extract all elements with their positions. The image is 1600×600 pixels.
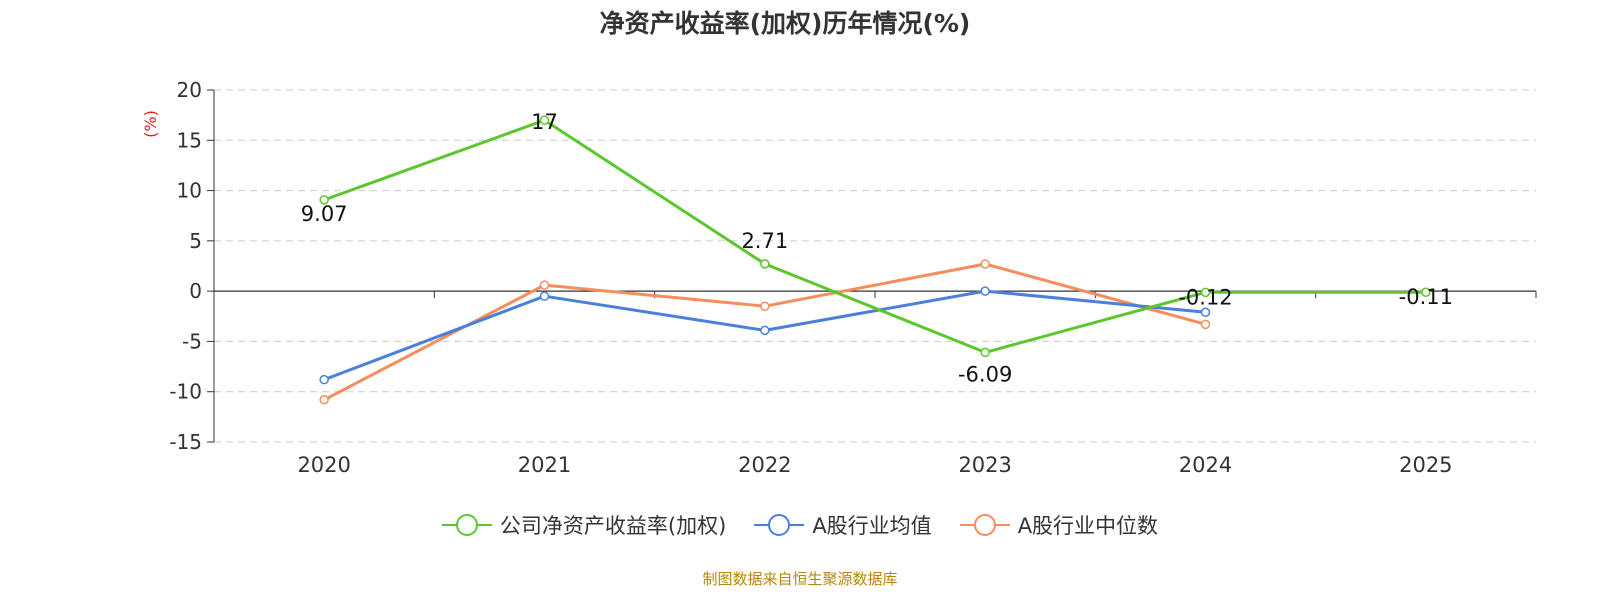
- data-point: [539, 280, 550, 290]
- x-tick-label: 2022: [738, 453, 791, 477]
- series-line: [323, 118, 1426, 354]
- data-point: [539, 115, 550, 125]
- data-point: [980, 286, 990, 296]
- axes: 20 15 10 5 0 -5 -10 -15 2020 2021 2022 2023 2024 2025: [169, 78, 1537, 477]
- legend-item[interactable]: A股行业均值: [754, 510, 932, 540]
- y-tick-label: 15: [177, 128, 202, 152]
- legend-label: A股行业均值: [812, 514, 932, 538]
- data-label: 2.71: [741, 229, 788, 253]
- legend-marker: [754, 514, 805, 536]
- data-point: [760, 325, 770, 336]
- y-axis-label: (%): [141, 110, 160, 138]
- grid-lines: [214, 89, 1536, 443]
- x-tick-label: 2023: [958, 453, 1011, 477]
- legend-marker: [441, 514, 492, 536]
- y-tick-label: 20: [177, 78, 202, 102]
- data-point: [760, 259, 770, 269]
- series: [319, 115, 1431, 405]
- x-tick-label: 2024: [1179, 453, 1232, 477]
- data-point: [980, 347, 990, 358]
- y-tick-label: -5: [182, 329, 202, 353]
- y-tick-label: 5: [189, 229, 202, 253]
- data-label: 17: [531, 110, 558, 134]
- data-point: [1200, 307, 1211, 318]
- y-tick-label: 0: [189, 279, 202, 303]
- source-note: 制图数据来自恒生聚源数据库: [702, 570, 898, 588]
- y-tick-label: -15: [169, 430, 202, 454]
- data-label: -6.09: [958, 362, 1012, 386]
- data-point: [760, 301, 770, 311]
- data-labels: 9.07 17 2.71 -6.09 -0.12 -0.11: [301, 110, 1453, 386]
- legend: 公司净资产收益率(加权) A股行业均值 A股行业中位数: [0, 510, 1600, 540]
- legend-label: 公司净资产收益率(加权): [499, 514, 727, 538]
- legend-marker: [959, 514, 1010, 536]
- legend-label: A股行业中位数: [1017, 514, 1159, 538]
- data-label: -0.11: [1399, 285, 1453, 309]
- data-point: [319, 374, 329, 385]
- legend-item[interactable]: 公司净资产收益率(加权): [441, 510, 727, 540]
- data-label: -0.12: [1178, 285, 1232, 309]
- data-point: [319, 195, 329, 205]
- data-point: [1200, 287, 1211, 298]
- x-tick-label: 2021: [518, 453, 571, 477]
- y-tick-label: 10: [177, 179, 202, 203]
- data-point: [1200, 319, 1211, 330]
- legend-item[interactable]: A股行业中位数: [959, 510, 1159, 540]
- y-tick-label: -10: [169, 380, 202, 404]
- data-point: [1421, 287, 1431, 297]
- data-point: [539, 291, 550, 301]
- data-label: 9.07: [301, 202, 348, 226]
- x-tick-label: 2025: [1399, 453, 1452, 477]
- data-point: [319, 395, 329, 405]
- data-point: [980, 259, 990, 269]
- x-tick-label: 2020: [297, 453, 350, 477]
- chart-title: 净资产收益率(加权)历年情况(%): [599, 9, 971, 38]
